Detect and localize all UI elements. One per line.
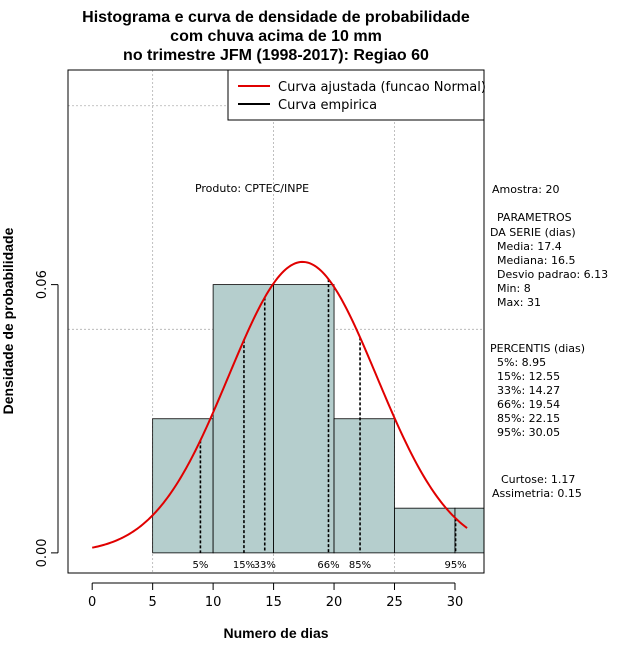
histogram-bar bbox=[333, 418, 395, 554]
stat-percentis-title: PERCENTIS (dias) bbox=[490, 342, 585, 355]
histogram-bar bbox=[394, 507, 456, 554]
histogram-bars bbox=[152, 284, 485, 554]
percentile-label: 5% bbox=[192, 560, 208, 571]
stat-media: Media: 17.4 bbox=[497, 240, 562, 253]
stat-min: Min: 8 bbox=[497, 282, 531, 295]
x-tick-label: 25 bbox=[386, 595, 403, 610]
stat-p33: 33%: 14.27 bbox=[497, 384, 560, 397]
x-tick-label: 5 bbox=[149, 595, 157, 610]
chart-title-line-2: com chuva acima de 10 mm bbox=[170, 28, 382, 45]
x-tick-label: 10 bbox=[205, 595, 222, 610]
legend: Curva ajustada (funcao Normal) Curva emp… bbox=[227, 69, 486, 121]
stat-p66: 66%: 19.54 bbox=[497, 398, 560, 411]
percentile-lines: 5% 15%33% 66% 85% 95% bbox=[192, 279, 467, 571]
percentile-label: 85% bbox=[349, 560, 371, 571]
fitted-curve-layer bbox=[91, 260, 468, 549]
stat-desvio: Desvio padrao: 6.13 bbox=[497, 268, 608, 281]
stat-parametros-title-1: PARAMETROS bbox=[497, 211, 572, 224]
stat-p5: 5%: 8.95 bbox=[497, 356, 546, 369]
stat-assimetria: Assimetria: 0.15 bbox=[492, 487, 582, 500]
fitted-normal-curve bbox=[91, 260, 468, 549]
y-tick-label: 0.06 bbox=[35, 270, 50, 299]
axes: 0 5 10 15 20 25 30 0.00 0.06 bbox=[35, 270, 463, 610]
product-annotation: Produto: CPTEC/INPE bbox=[195, 182, 309, 195]
x-tick-label: 0 bbox=[88, 595, 96, 610]
histogram-bar bbox=[212, 284, 274, 554]
stat-p15: 15%: 12.55 bbox=[497, 370, 560, 383]
legend-box bbox=[227, 69, 485, 121]
stat-p95: 95%: 30.05 bbox=[497, 426, 560, 439]
percentile-label: 33% bbox=[254, 560, 276, 571]
stats-panel: Amostra: 20 PARAMETROS DA SERIE (dias) M… bbox=[490, 183, 608, 500]
x-tick-label: 15 bbox=[265, 595, 282, 610]
stat-p85: 85%: 22.15 bbox=[497, 412, 560, 425]
percentile-label: 15% bbox=[233, 560, 255, 571]
percentile-label: 66% bbox=[317, 560, 339, 571]
histogram-bar bbox=[152, 418, 214, 554]
histogram-bar bbox=[454, 507, 485, 554]
x-tick-label: 20 bbox=[326, 595, 343, 610]
stat-parametros-title-2: DA SERIE (dias) bbox=[490, 226, 576, 239]
stat-amostra: Amostra: 20 bbox=[492, 183, 559, 196]
legend-label-empirical: Curva empirica bbox=[278, 98, 377, 113]
y-axis-title: Densidade de probabilidade bbox=[0, 227, 16, 414]
stat-mediana: Mediana: 16.5 bbox=[497, 254, 575, 267]
y-tick-label: 0.00 bbox=[35, 538, 50, 567]
percentile-label: 95% bbox=[444, 560, 466, 571]
histogram-bar bbox=[273, 284, 335, 554]
legend-label-fitted: Curva ajustada (funcao Normal) bbox=[278, 80, 486, 95]
stat-max: Max: 31 bbox=[497, 296, 541, 309]
chart-title-line-3: no trimestre JFM (1998-2017): Regiao 60 bbox=[123, 47, 429, 64]
x-axis-title: Numero de dias bbox=[223, 625, 328, 641]
chart-title-line-1: Histograma e curva de densidade de proba… bbox=[82, 9, 470, 26]
x-tick-label: 30 bbox=[447, 595, 464, 610]
stat-curtose: Curtose: 1.17 bbox=[501, 473, 575, 486]
